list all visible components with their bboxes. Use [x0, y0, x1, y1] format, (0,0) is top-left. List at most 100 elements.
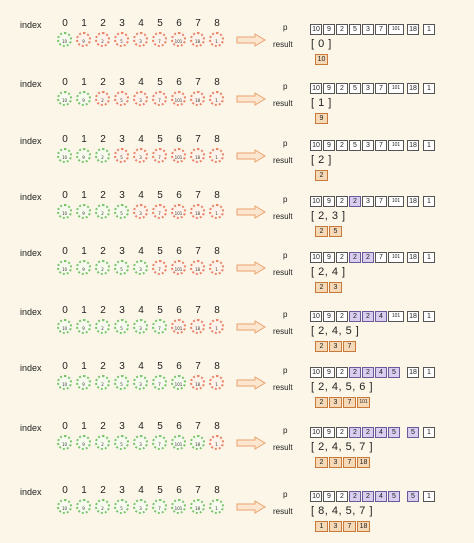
- array-element-circle: 10: [57, 319, 72, 334]
- result-cell: 1: [315, 521, 328, 532]
- array-element-circle: 7: [152, 148, 167, 163]
- index-number: 4: [138, 18, 144, 29]
- array-element-circle: 1: [209, 435, 224, 450]
- index-number: 4: [138, 246, 144, 257]
- array-element-circle: 7: [152, 375, 167, 390]
- array-element-circle: 5: [114, 375, 129, 390]
- index-number: 4: [138, 305, 144, 316]
- array-element-circle: 9: [76, 319, 91, 334]
- p-array-cell: 1: [423, 491, 435, 502]
- p-array-cell: 18: [407, 24, 419, 35]
- index-number: 6: [176, 77, 182, 88]
- p-array-cell: 101: [388, 140, 404, 151]
- result-label: result: [273, 40, 293, 49]
- step-row: index 0 1 2 3 4 5 6 7 8 10 9 2 5 3 7 101 18 1 p result 10 9 2 2 3…: [0, 190, 474, 248]
- array-element-circle: 9: [76, 499, 91, 514]
- right-arrow-icon: [236, 500, 266, 514]
- index-number: 3: [119, 77, 125, 88]
- array-element-circle: 101: [171, 375, 186, 390]
- step-row: index 0 1 2 3 4 5 6 7 8 10 9 2 5 3 7 101 18 1 p result 10 9 2 2 2…: [0, 246, 474, 304]
- array-element-circle: 18: [190, 319, 205, 334]
- index-number: 1: [81, 18, 87, 29]
- index-number: 5: [157, 77, 163, 88]
- array-element-circle: 18: [190, 375, 205, 390]
- array-element-circle: 1: [209, 319, 224, 334]
- p-array-cell: 9: [323, 252, 335, 263]
- array-element-circle: 5: [114, 32, 129, 47]
- p-array-cell: 7: [375, 83, 387, 94]
- result-cell: 101: [357, 397, 370, 408]
- index-number: 4: [138, 134, 144, 145]
- array-element-circle: 9: [76, 260, 91, 275]
- result-label: result: [273, 443, 293, 452]
- step-row: index 0 1 2 3 4 5 6 7 8 10 9 2 5 3 7 101 18 1 p result 10 9 2 5 3…: [0, 18, 474, 76]
- p-array-cell: 1: [423, 24, 435, 35]
- index-number: 4: [138, 190, 144, 201]
- p-array-cell: 18: [407, 140, 419, 151]
- p-array-cell: 5: [407, 491, 419, 502]
- array-element-circle: 5: [114, 260, 129, 275]
- result-cell: 18: [357, 521, 370, 532]
- array-element-circle: 7: [152, 32, 167, 47]
- p-array-cell: 10: [310, 196, 322, 207]
- index-number: 3: [119, 361, 125, 372]
- index-label: index: [20, 79, 42, 89]
- array-element-circle: 101: [171, 148, 186, 163]
- p-array-cell: 7: [375, 24, 387, 35]
- result-value: [ 1 ]: [311, 97, 332, 109]
- result-cell: 3: [329, 457, 342, 468]
- array-element-circle: 7: [152, 499, 167, 514]
- array-element-circle: 3: [133, 260, 148, 275]
- result-value: [ 2 ]: [311, 154, 332, 166]
- index-number: 8: [214, 134, 220, 145]
- index-number: 4: [138, 485, 144, 496]
- p-array-cell: 2: [336, 311, 348, 322]
- index-label: index: [20, 487, 42, 497]
- index-number: 5: [157, 305, 163, 316]
- p-array-cell: 101: [388, 24, 404, 35]
- array-element-circle: 101: [171, 499, 186, 514]
- right-arrow-icon: [236, 376, 266, 390]
- index-number: 7: [195, 134, 201, 145]
- p-array-cell: 7: [375, 252, 387, 263]
- p-array-cell: 1: [423, 252, 435, 263]
- p-array-cell: 10: [310, 491, 322, 502]
- p-array-cell: 18: [407, 311, 419, 322]
- index-number: 8: [214, 190, 220, 201]
- p-array-cell: 18: [407, 367, 419, 378]
- p-array-cell: 5: [388, 367, 400, 378]
- result-cell: 2: [315, 341, 328, 352]
- index-number: 5: [157, 421, 163, 432]
- p-array-cell: 5: [349, 24, 361, 35]
- array-element-circle: 5: [114, 499, 129, 514]
- array-element-circle: 1: [209, 204, 224, 219]
- array-element-circle: 9: [76, 148, 91, 163]
- result-value: [ 0 ]: [311, 38, 332, 50]
- index-number: 0: [62, 361, 68, 372]
- p-array-cell: 101: [388, 83, 404, 94]
- p-array-cell: 9: [323, 491, 335, 502]
- p-array-cell: 2: [349, 367, 361, 378]
- result-cell: 3: [329, 521, 342, 532]
- p-array-cell: 5: [388, 427, 400, 438]
- p-label: p: [283, 426, 288, 435]
- result-cell: 7: [343, 521, 356, 532]
- array-element-circle: 9: [76, 435, 91, 450]
- result-cell: 7: [343, 397, 356, 408]
- p-array-cell: 9: [323, 83, 335, 94]
- index-number: 8: [214, 246, 220, 257]
- index-number: 3: [119, 421, 125, 432]
- array-element-circle: 1: [209, 499, 224, 514]
- array-element-circle: 18: [190, 499, 205, 514]
- p-array-cell: 5: [349, 83, 361, 94]
- index-number: 3: [119, 485, 125, 496]
- array-element-circle: 1: [209, 91, 224, 106]
- result-label: result: [273, 212, 293, 221]
- array-element-circle: 101: [171, 319, 186, 334]
- index-number: 1: [81, 421, 87, 432]
- index-number: 6: [176, 134, 182, 145]
- array-element-circle: 18: [190, 204, 205, 219]
- array-element-circle: 7: [152, 204, 167, 219]
- result-cell: 2: [315, 397, 328, 408]
- p-array-cell: 18: [407, 83, 419, 94]
